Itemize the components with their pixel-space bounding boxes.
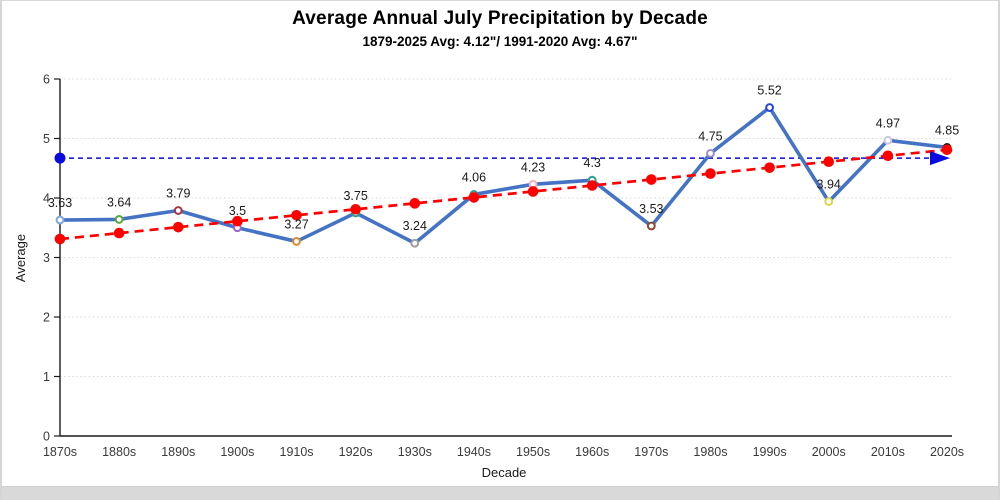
value-label: 3.79: [166, 186, 190, 200]
data-point-marker: [292, 237, 301, 246]
x-tick-label: 1930s: [398, 445, 432, 459]
x-tick-label: 1980s: [693, 445, 727, 459]
bottom-edge: [2, 486, 998, 500]
value-label: 4.97: [876, 116, 900, 130]
data-point-marker: [646, 221, 656, 231]
data-point-marker: [765, 103, 774, 112]
x-tick-label: 2000s: [812, 445, 846, 459]
value-label: 3.53: [639, 202, 663, 216]
x-tick-label: 1990s: [753, 445, 787, 459]
trendline: [59, 148, 948, 241]
grid-layer: [60, 78, 952, 377]
y-axis-title: Average: [13, 234, 28, 282]
label-layer: 3.63 3.64 3.79 3.5 3.27 3.75 3.24 4.06 4.23 4.3 3.…: [48, 84, 959, 234]
y-tick-label: 2: [43, 311, 50, 325]
x-tick-label: 1890s: [161, 445, 195, 459]
avg-line-start-dot: [54, 152, 66, 164]
x-tick-label: 2010s: [871, 445, 905, 459]
data-point-marker: [883, 135, 893, 145]
value-label: 3.27: [284, 217, 308, 231]
avg-line-arrow-icon: [930, 151, 950, 166]
trend-dot: [586, 180, 598, 191]
x-tick-label: 1940s: [457, 445, 491, 459]
value-label: 4.3: [584, 156, 601, 170]
trend-dot: [409, 198, 421, 209]
x-tick-label: 1900s: [220, 445, 254, 459]
data-point-marker: [410, 238, 420, 248]
trend-dot: [291, 209, 302, 221]
x-tick-label: 1880s: [102, 445, 136, 459]
data-point-marker: [824, 197, 834, 206]
trend-dot: [232, 215, 243, 227]
value-label: 3.24: [403, 219, 427, 233]
data-point-marker: [55, 215, 65, 225]
trend-dot: [823, 156, 835, 168]
value-label: 4.85: [935, 123, 959, 137]
data-point-marker: [114, 215, 124, 224]
trend-dot: [764, 162, 775, 173]
y-tick-label: 0: [43, 430, 50, 444]
y-tick-label: 4: [43, 192, 50, 206]
trend-dot: [941, 144, 953, 156]
x-tick-label: 1920s: [339, 445, 373, 459]
data-point-marker: [706, 148, 715, 158]
y-tick-label: 5: [43, 132, 50, 146]
x-tick-label: 2020s: [930, 445, 964, 459]
x-tick-label: 1960s: [575, 445, 609, 459]
trend-dot: [468, 192, 480, 203]
x-tick-label: 1870s: [43, 445, 77, 459]
trend-dot: [113, 227, 125, 239]
series-layer: [54, 103, 953, 248]
y-tick-label: 6: [43, 73, 50, 87]
value-label: 3.75: [343, 189, 367, 203]
value-label: 4.23: [521, 160, 545, 174]
y-tick-label: 3: [43, 251, 50, 265]
trend-dot: [646, 174, 657, 185]
trend-dot: [882, 150, 894, 162]
trend-dot: [350, 204, 361, 215]
value-label: 3.64: [107, 195, 131, 209]
value-label: 4.06: [462, 170, 486, 184]
x-tick-label: 1970s: [634, 445, 668, 459]
trend-dot: [705, 168, 716, 179]
x-tick-label: 1910s: [280, 445, 314, 459]
trend-dot: [527, 186, 539, 197]
series-line: [58, 105, 949, 246]
x-tick-label: 1950s: [516, 445, 550, 459]
value-label: 4.75: [698, 129, 722, 143]
value-label: 3.63: [48, 196, 72, 210]
trend-dot: [172, 221, 184, 233]
axis-layer: 0 1 2 3 4 5 6 1870s 1880s 1890s 1900s 1910s 1920s 193…: [43, 73, 964, 460]
trend-dot: [54, 233, 66, 245]
x-axis-title: Decade: [482, 465, 527, 480]
data-point-marker: [173, 206, 183, 215]
chart-title: Average Annual July Precipitation by Dec…: [292, 8, 708, 29]
y-tick-label: 1: [43, 370, 50, 384]
value-label: 3.94: [817, 178, 841, 192]
value-label: 3.5: [229, 204, 246, 218]
chart-subtitle: 1879-2025 Avg: 4.12"/ 1991-2020 Avg: 4.6…: [362, 34, 638, 49]
value-label: 5.52: [757, 84, 781, 98]
